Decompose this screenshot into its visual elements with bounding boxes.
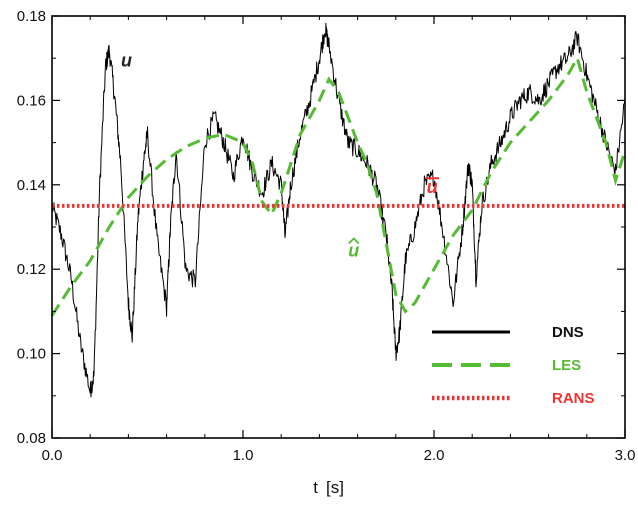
x-tick-label: 3.0 (615, 447, 636, 464)
x-axis-label: t (313, 478, 318, 497)
annotation-layer: u u u (121, 51, 440, 261)
x-tick-label: 0.0 (42, 447, 63, 464)
y-tick-label: 0.14 (17, 177, 46, 194)
y-tick-label: 0.16 (17, 92, 46, 109)
series-layer (50, 22, 627, 398)
legend-label-les: LES (552, 357, 581, 374)
annotation-hat (348, 237, 360, 245)
y-tick-label: 0.10 (17, 346, 46, 363)
legend-label-dns: DNS (552, 324, 584, 341)
tick-layer: 0.0 1.0 2.0 3.0 0.08 0.10 0.12 0.14 0.16 0.18 (17, 8, 636, 464)
plot-frame (51, 15, 626, 439)
series-line-les (50, 54, 627, 317)
legend: DNS LES RANS (432, 324, 595, 407)
series-line-dns (51, 22, 626, 398)
legend-label-rans: RANS (552, 390, 595, 407)
x-tick-label: 1.0 (233, 447, 254, 464)
annotation-u: u (121, 51, 132, 71)
annotation-u-bar: u (427, 177, 438, 197)
y-tick-label: 0.18 (17, 8, 46, 25)
y-tick-label: 0.12 (17, 261, 46, 278)
annotation-u-hat: u (348, 241, 359, 261)
y-tick-label: 0.08 (17, 430, 46, 447)
x-axis-unit: [s] (326, 478, 344, 497)
x-tick-label: 2.0 (424, 447, 445, 464)
